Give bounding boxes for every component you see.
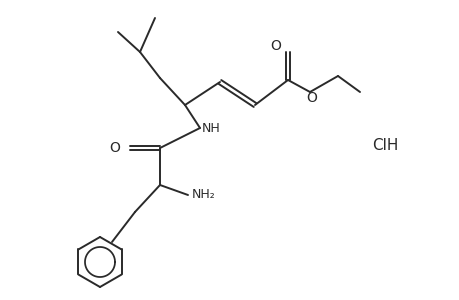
Text: NH₂: NH₂ — [191, 188, 215, 202]
Text: ClH: ClH — [371, 137, 397, 152]
Text: O: O — [306, 91, 317, 105]
Text: NH: NH — [202, 122, 220, 134]
Text: O: O — [270, 39, 281, 53]
Text: O: O — [109, 141, 120, 155]
